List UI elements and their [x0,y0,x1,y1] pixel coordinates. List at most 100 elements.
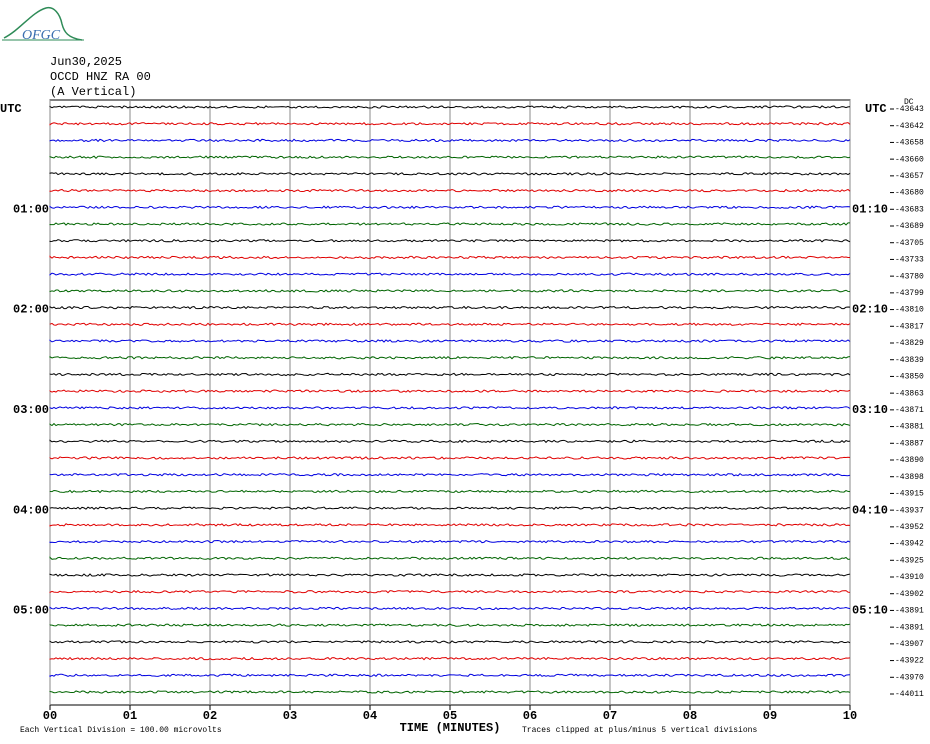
trace [49,138,851,143]
trace [49,472,851,477]
logo-text: OFGC [22,28,61,43]
right-time-label: 02:10 [852,303,888,317]
trace [49,121,851,126]
dc-value: -43890 [895,456,924,465]
x-tick-label: 06 [523,709,537,723]
trace [49,406,851,410]
left-time-label: 05:00 [13,604,49,618]
trace [49,640,851,644]
trace [49,589,851,594]
trace [49,188,851,193]
dc-value: -43910 [895,573,924,582]
dc-value: -43733 [895,256,924,265]
dc-value: -43799 [895,289,924,298]
x-tick-label: 09 [763,709,777,723]
dc-value: -43839 [895,356,924,365]
dc-value: -43689 [895,222,924,231]
trace [49,289,851,293]
dc-value: -43660 [895,155,924,164]
trace [49,523,851,527]
x-tick-label: 03 [283,709,297,723]
dc-value: -43829 [895,339,924,348]
trace [49,673,851,678]
dc-value: -43891 [895,623,924,632]
right-time-label: 04:10 [852,503,888,517]
trace [49,172,851,176]
dc-header: DC [904,98,914,107]
x-tick-label: 02 [203,709,217,723]
trace [49,205,851,210]
dc-value: -43915 [895,490,924,499]
left-time-label: UTC [0,102,22,116]
trace [49,372,851,377]
dc-value: -43642 [895,122,924,131]
x-tick-label: 01 [123,709,137,723]
dc-value: -43705 [895,239,924,248]
right-time-label: 05:10 [852,604,888,618]
dc-value: -43952 [895,523,924,532]
trace [49,439,851,444]
dc-value: -43863 [895,389,924,398]
trace [49,456,851,460]
dc-value: -43850 [895,373,924,382]
right-time-label: 01:10 [852,202,888,216]
dc-value: -43925 [895,556,924,565]
dc-value: -43881 [895,423,924,432]
date: Jun30,2025 [50,55,122,69]
dc-value: -43810 [895,306,924,315]
dc-value: -43907 [895,640,924,649]
logo: OFGC [2,6,84,43]
left-time-label: 01:00 [13,202,49,216]
trace [49,355,851,360]
dc-value: -43817 [895,322,924,331]
left-time-label: 04:00 [13,503,49,517]
dc-value: -43871 [895,406,924,415]
trace [49,556,851,560]
dc-value: -43643 [895,105,924,114]
x-tick-label: 08 [683,709,697,723]
trace [49,606,851,611]
left-time-label: 02:00 [13,303,49,317]
trace [49,389,851,393]
trace [49,322,851,327]
trace [49,255,851,260]
station: OCCD HNZ RA 00 [50,70,151,84]
trace [49,238,851,243]
dc-value: -43902 [895,590,924,599]
dc-value: -43891 [895,607,924,616]
trace [49,690,851,694]
dc-value: -43970 [895,673,924,682]
trace [49,573,851,577]
dc-value: -44011 [895,690,924,699]
trace [49,623,851,627]
dc-value: -43937 [895,506,924,515]
dc-value: -43658 [895,139,924,148]
trace [49,422,851,427]
dc-value: -43898 [895,473,924,482]
trace [49,272,851,276]
trace [49,539,851,544]
dc-value: -43780 [895,272,924,281]
x-tick-label: 05 [443,709,457,723]
footnote-left: Each Vertical Division = 100.00 microvol… [20,726,222,735]
trace [49,222,851,226]
footnote-right: Traces clipped at plus/minus 5 vertical … [522,726,757,735]
trace [49,489,851,494]
x-tick-label: 00 [43,709,57,723]
dc-value: -43887 [895,439,924,448]
x-tick-label: 07 [603,709,617,723]
x-tick-label: 04 [363,709,377,723]
dc-value: -43680 [895,189,924,198]
dc-value: -43922 [895,657,924,666]
component: (A Vertical) [50,85,136,99]
x-axis-label: TIME (MINUTES) [400,721,501,735]
logo-curve [3,6,83,41]
trace [49,506,851,510]
right-time-label: 03:10 [852,403,888,417]
left-time-label: 03:00 [13,403,49,417]
trace [49,305,851,310]
trace [49,656,851,661]
trace [49,339,851,343]
dc-value: -43942 [895,540,924,549]
